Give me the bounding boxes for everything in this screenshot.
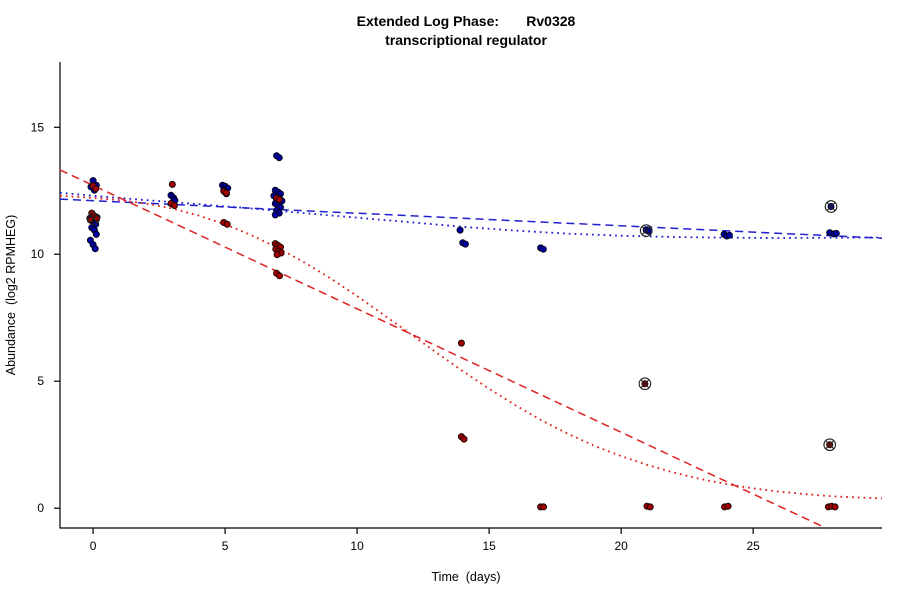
- red-replicates-point: [724, 502, 732, 510]
- red-linear-fit-line: [59, 169, 827, 529]
- blue-replicates-point: [92, 230, 100, 238]
- outlier-cross-marker: [826, 202, 836, 211]
- x-axis-label: Time (days): [432, 570, 501, 584]
- red-replicates-point: [275, 196, 283, 204]
- red-replicates-point: [831, 503, 839, 511]
- red-smooth-fit-line: [59, 194, 883, 500]
- red-replicates-point: [540, 503, 548, 511]
- x-tick-label: 25: [746, 539, 760, 553]
- red-replicates-point: [457, 339, 465, 347]
- outlier-cross-marker: [641, 226, 651, 236]
- blue-replicates-point: [725, 231, 733, 239]
- plot-area: 0 5 10 15 20 25 0 5 10 15: [31, 62, 883, 553]
- blue-replicates-point: [91, 245, 99, 253]
- red-replicates-point: [275, 272, 283, 280]
- x-tick-label: 5: [222, 539, 229, 553]
- outlier-cross-marker: [89, 214, 99, 224]
- x-tick-label: 0: [90, 539, 97, 553]
- blue-replicates-point: [832, 229, 840, 237]
- chart-title-line1: Extended Log Phase: Rv0328: [357, 13, 576, 29]
- blue-replicates-point: [275, 154, 283, 162]
- red-replicates-point: [170, 201, 178, 209]
- red-replicates-point: [460, 435, 468, 443]
- axis-lines: [59, 62, 882, 529]
- outlier-circle-marker: [87, 212, 100, 226]
- outlier-circle-marker: [639, 224, 653, 237]
- blue-smooth-fit-line: [59, 191, 883, 239]
- y-tick-label: 0: [37, 501, 44, 515]
- x-tick-label: 15: [482, 539, 496, 553]
- blue-linear-fit-line: [59, 198, 883, 239]
- y-axis-label: Abundance (log2 RPMHEG): [4, 215, 18, 376]
- red-replicates-point: [168, 180, 176, 188]
- y-tick-label: 10: [31, 247, 45, 261]
- x-tick-label: 10: [350, 539, 364, 553]
- blue-replicates-point: [456, 226, 464, 234]
- blue-replicates-point: [461, 240, 469, 248]
- outlier-circle-marker: [638, 377, 652, 391]
- outlier-circle-marker: [824, 200, 838, 213]
- outlier-circle-marker: [823, 438, 837, 452]
- outlier-cross-marker: [825, 440, 835, 450]
- red-replicates-point: [222, 189, 230, 197]
- chart-title-line2: transcriptional regulator: [385, 32, 547, 48]
- red-replicates-point: [646, 503, 654, 511]
- outlier-cross-marker: [640, 379, 650, 389]
- y-tick-label: 5: [37, 374, 44, 388]
- y-tick-label: 15: [31, 120, 45, 134]
- red-replicates-point: [223, 220, 231, 228]
- red-replicates-point: [273, 251, 281, 259]
- x-tick-label: 20: [614, 539, 628, 553]
- blue-replicates-point: [539, 245, 547, 253]
- red-replicates-point: [92, 185, 100, 193]
- blue-replicates-point: [271, 211, 279, 219]
